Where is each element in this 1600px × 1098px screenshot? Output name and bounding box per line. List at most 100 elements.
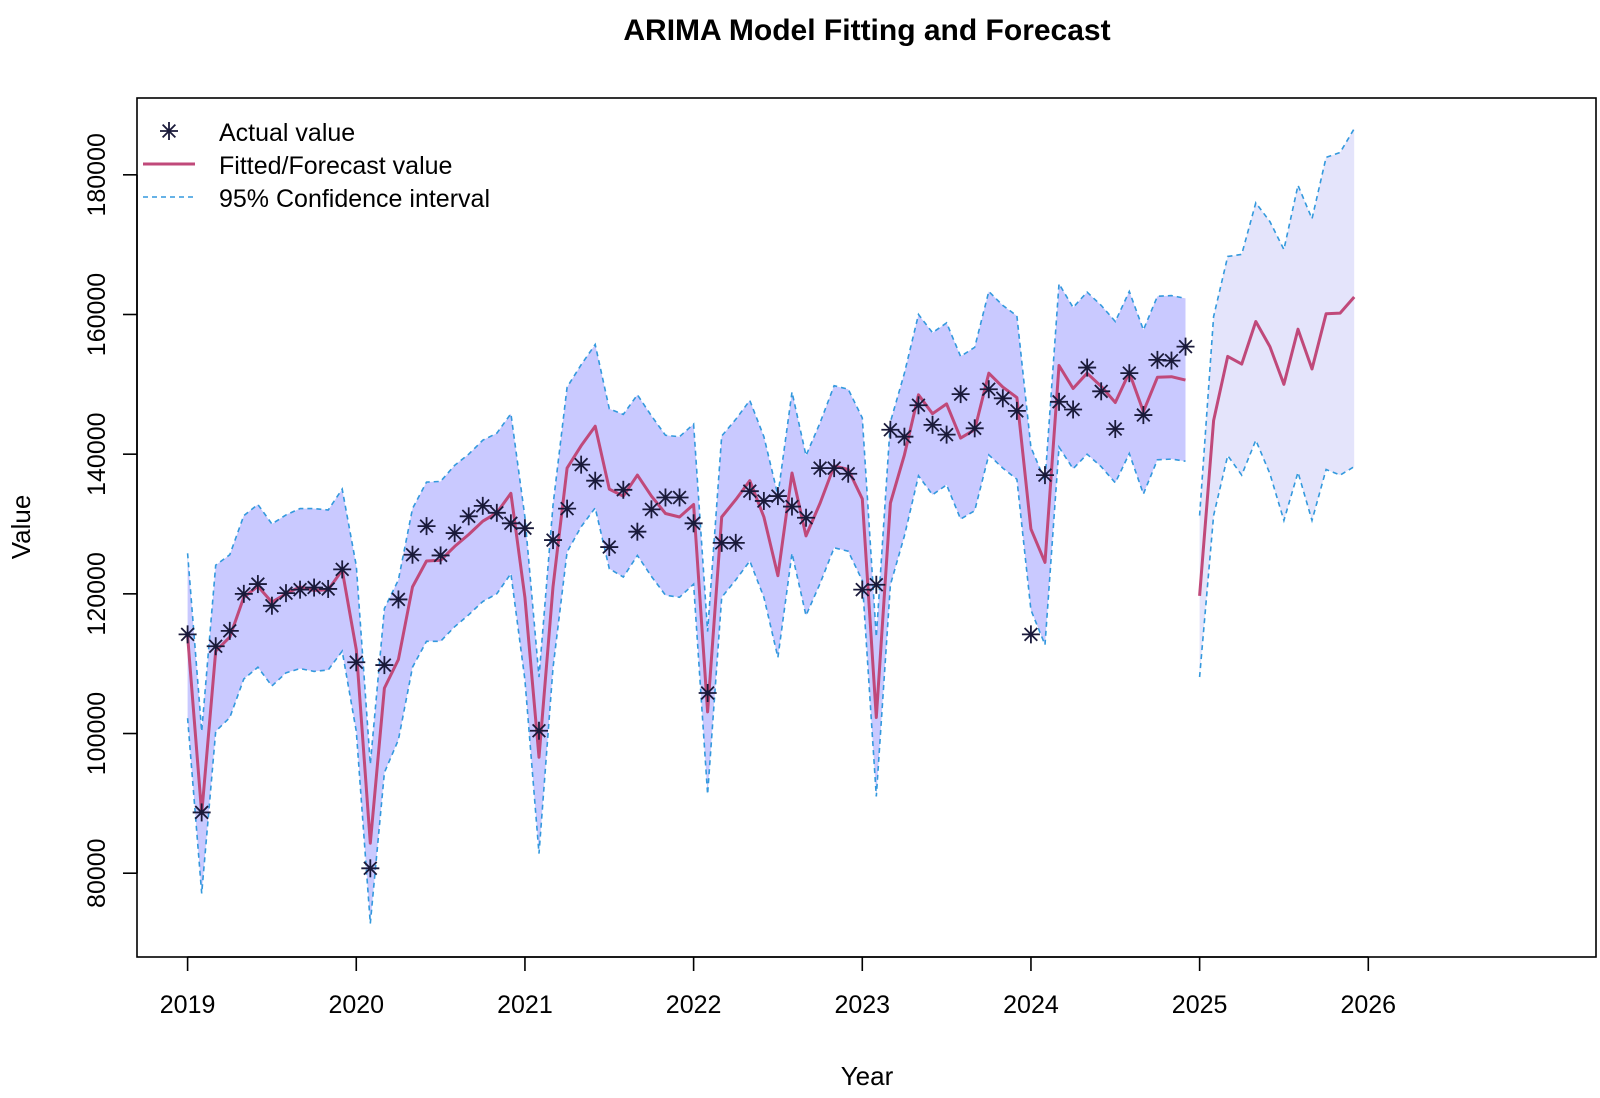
star-stroke: [1052, 394, 1067, 409]
star-stroke: [630, 524, 645, 539]
star-stroke: [939, 427, 954, 442]
y-tick-label: 180000: [83, 133, 111, 216]
y-tick-label: 80000: [83, 838, 111, 908]
actual-point: [614, 480, 633, 499]
legend-label-ci: 95% Confidence interval: [219, 185, 490, 213]
actual-point: [431, 546, 450, 565]
actual-point: [867, 575, 886, 594]
y-tick-label: 120000: [83, 552, 111, 635]
star-stroke: [461, 509, 476, 524]
star-stroke: [728, 535, 743, 550]
ci-band-fitted: [187, 283, 1186, 924]
forecast-line: [1198, 296, 1356, 597]
y-tick-label: 100000: [83, 692, 111, 775]
ci-upper-line-forecast: [1198, 128, 1355, 516]
star-stroke: [602, 540, 617, 555]
legend-star-icon: [160, 122, 178, 140]
star-stroke: [574, 457, 589, 472]
actual-point: [515, 519, 534, 538]
star-stroke: [841, 466, 856, 481]
ci-lower-line-forecast: [1198, 438, 1355, 678]
actual-point: [895, 427, 914, 446]
actual-point: [375, 656, 394, 675]
star-stroke: [1108, 422, 1123, 437]
y-tick-label: 160000: [83, 273, 111, 356]
actual-point: [979, 380, 998, 399]
star-stroke: [995, 391, 1010, 406]
x-axis-label: Year: [841, 1061, 894, 1091]
star-stroke: [307, 580, 322, 595]
actual-point: [993, 389, 1012, 408]
actual-point: [1078, 358, 1097, 377]
star-stroke: [953, 387, 968, 402]
star-stroke: [897, 429, 912, 444]
star-stroke: [489, 505, 504, 520]
star-stroke: [208, 639, 223, 654]
actual-point: [501, 514, 520, 533]
actual-point: [1162, 351, 1181, 370]
actual-point: [1134, 406, 1153, 425]
star-stroke: [1080, 360, 1095, 375]
star-stroke: [1164, 353, 1179, 368]
actual-point: [1092, 382, 1111, 401]
star-stroke: [700, 686, 715, 701]
x-tick-label: 2022: [666, 991, 722, 1019]
actual-point: [417, 517, 436, 536]
star-stroke: [784, 499, 799, 514]
star-stroke: [433, 548, 448, 563]
star-stroke: [883, 422, 898, 437]
actual-point: [670, 488, 689, 507]
y-axis-label: Value: [6, 495, 36, 560]
star-stroke: [1122, 366, 1137, 381]
star-stroke: [335, 562, 350, 577]
star-stroke: [742, 484, 757, 499]
actual-point: [839, 464, 858, 483]
star-stroke: [686, 516, 701, 531]
actual-point: [853, 580, 872, 599]
x-tick-label: 2024: [1003, 991, 1059, 1019]
axes: 2019 2020 2021 2022 2023 2024 2025 2026 80000 100…: [83, 97, 1597, 1019]
star-stroke: [236, 586, 251, 601]
legend-actual-marker: [160, 122, 178, 140]
star-stroke: [161, 123, 177, 139]
star-stroke: [405, 547, 420, 562]
star-stroke: [1136, 408, 1151, 423]
star-stroke: [278, 586, 293, 601]
star-stroke: [616, 482, 631, 497]
actual-point: [319, 579, 338, 598]
actual-point: [684, 514, 703, 533]
star-stroke: [503, 516, 518, 531]
x-tick-label: 2026: [1340, 991, 1396, 1019]
x-tick-label: 2021: [497, 991, 553, 1019]
actual-point: [1148, 350, 1167, 369]
actual-point: [459, 507, 478, 526]
star-stroke: [981, 382, 996, 397]
actual-point: [642, 500, 661, 519]
actual-point: [445, 524, 464, 543]
actual-point: [923, 415, 942, 434]
star-stroke: [1150, 352, 1165, 367]
actual-point: [558, 499, 577, 518]
star-stroke: [194, 805, 209, 820]
star-stroke: [517, 521, 532, 536]
actual-point: [361, 859, 380, 878]
ci-band-forecast: [1199, 128, 1355, 677]
star-stroke: [321, 581, 336, 596]
star-stroke: [658, 490, 673, 505]
actual-point: [1120, 364, 1139, 383]
star-stroke: [799, 510, 814, 525]
star-stroke: [447, 526, 462, 541]
star-stroke: [264, 598, 279, 613]
star-stroke: [363, 861, 378, 876]
actual-point: [291, 580, 310, 599]
star-stroke: [588, 473, 603, 488]
x-tick-label: 2023: [834, 991, 890, 1019]
x-tick-label: 2019: [160, 991, 216, 1019]
actual-point: [754, 491, 773, 510]
actual-point: [487, 503, 506, 522]
actual-point: [248, 575, 267, 594]
star-stroke: [222, 623, 237, 638]
actual-point: [768, 487, 787, 506]
